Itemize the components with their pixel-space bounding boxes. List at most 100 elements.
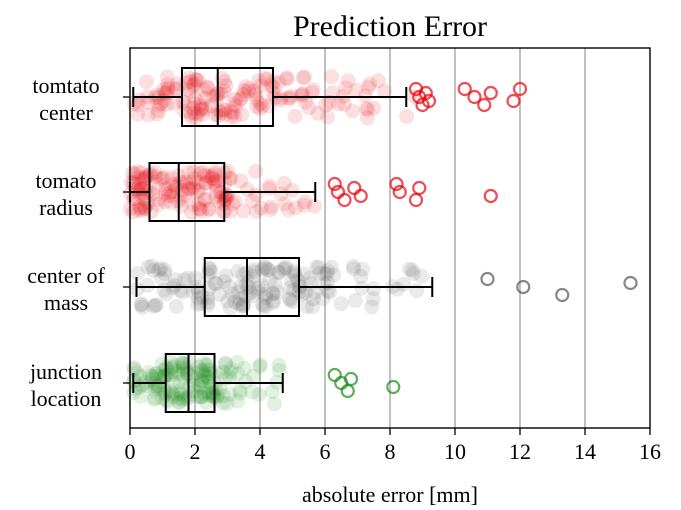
jitter-point: [245, 288, 261, 304]
jitter-point: [157, 185, 173, 201]
jitter-point: [320, 109, 336, 125]
jitter-point: [136, 172, 152, 188]
jitter-point: [201, 385, 217, 401]
jitter-point: [215, 395, 231, 411]
jitter-point: [376, 83, 392, 99]
jitter-point: [282, 280, 298, 296]
jitter-point: [145, 263, 161, 279]
jitter-point: [123, 174, 139, 190]
box-iqr: [148, 162, 226, 222]
jitter-point: [200, 80, 216, 96]
jitter-point: [195, 369, 211, 385]
jitter-point: [192, 96, 208, 112]
jitter-point: [156, 382, 172, 398]
jitter-point: [157, 262, 173, 278]
jitter-point: [359, 110, 375, 126]
x-tick-label: 0: [125, 439, 136, 464]
jitter-point: [215, 388, 231, 404]
jitter-point: [246, 262, 262, 278]
jitter-point: [263, 199, 279, 215]
jitter-point: [208, 276, 224, 292]
jitter-point: [194, 362, 210, 378]
jitter-point: [163, 364, 179, 380]
jitter-point: [297, 94, 313, 110]
jitter-point: [147, 390, 163, 406]
jitter-point: [235, 203, 251, 219]
jitter-point: [176, 176, 192, 192]
jitter-point: [145, 369, 161, 385]
y-category-label: tomato radius: [35, 168, 96, 220]
jitter-point: [130, 170, 146, 186]
jitter-point: [201, 260, 217, 276]
jitter-point: [197, 101, 213, 117]
jitter-point: [139, 277, 155, 293]
jitter-point: [259, 72, 275, 88]
jitter-point: [130, 202, 146, 218]
jitter-point: [164, 170, 180, 186]
jitter-point: [222, 300, 238, 316]
jitter-point: [249, 99, 265, 115]
jitter-point: [249, 91, 265, 107]
jitter-point: [226, 96, 242, 112]
jitter-point: [306, 198, 322, 214]
jitter-point: [258, 290, 274, 306]
jitter-point: [164, 385, 180, 401]
jitter-point: [160, 188, 176, 204]
jitter-point: [198, 395, 214, 411]
jitter-point: [185, 100, 201, 116]
jitter-point: [134, 377, 150, 393]
jitter-point: [360, 79, 376, 95]
jitter-point: [193, 374, 209, 390]
jitter-point: [218, 78, 234, 94]
jitter-point: [405, 266, 421, 282]
jitter-point: [233, 278, 249, 294]
jitter-point: [153, 260, 169, 276]
box-iqr: [181, 67, 274, 127]
jitter-point: [201, 201, 217, 217]
jitter-point: [158, 181, 174, 197]
jitter-point: [218, 191, 234, 207]
jitter-point: [248, 204, 264, 220]
jitter-point: [164, 188, 180, 204]
jitter-point: [250, 280, 266, 296]
jitter-point: [167, 272, 183, 288]
jitter-point: [252, 357, 268, 373]
jitter-point: [197, 90, 213, 106]
jitter-point: [347, 293, 363, 309]
jitter-point: [172, 174, 188, 190]
jitter-point: [211, 173, 227, 189]
outlier-point: [347, 180, 362, 196]
jitter-point: [290, 273, 306, 289]
jitter-point: [355, 261, 371, 277]
jitter-point: [199, 79, 215, 95]
jitter-point: [208, 381, 224, 397]
jitter-point: [179, 365, 195, 381]
jitter-point: [128, 381, 144, 397]
jitter-point: [310, 105, 326, 121]
jitter-point: [271, 357, 287, 373]
jitter-point: [136, 191, 152, 207]
jitter-point: [276, 175, 292, 191]
box-iqr: [164, 353, 216, 413]
jitter-point: [172, 366, 188, 382]
jitter-point: [180, 82, 196, 98]
jitter-point: [217, 74, 233, 90]
jitter-point: [211, 286, 227, 302]
outlier-point: [623, 275, 638, 291]
jitter-point: [257, 259, 273, 275]
jitter-point: [198, 357, 214, 373]
jitter-point: [229, 393, 245, 409]
jitter-point: [261, 181, 277, 197]
jitter-point: [165, 184, 181, 200]
jitter-point: [163, 354, 179, 370]
jitter-point: [144, 258, 160, 274]
jitter-point: [149, 106, 165, 122]
jitter-point: [129, 265, 145, 281]
jitter-point: [193, 380, 209, 396]
jitter-point: [197, 191, 213, 207]
jitter-point: [150, 197, 166, 213]
outlier-point: [340, 383, 355, 399]
jitter-point: [266, 396, 282, 412]
jitter-point: [225, 196, 241, 212]
y-category-label-line: radius: [39, 195, 93, 220]
